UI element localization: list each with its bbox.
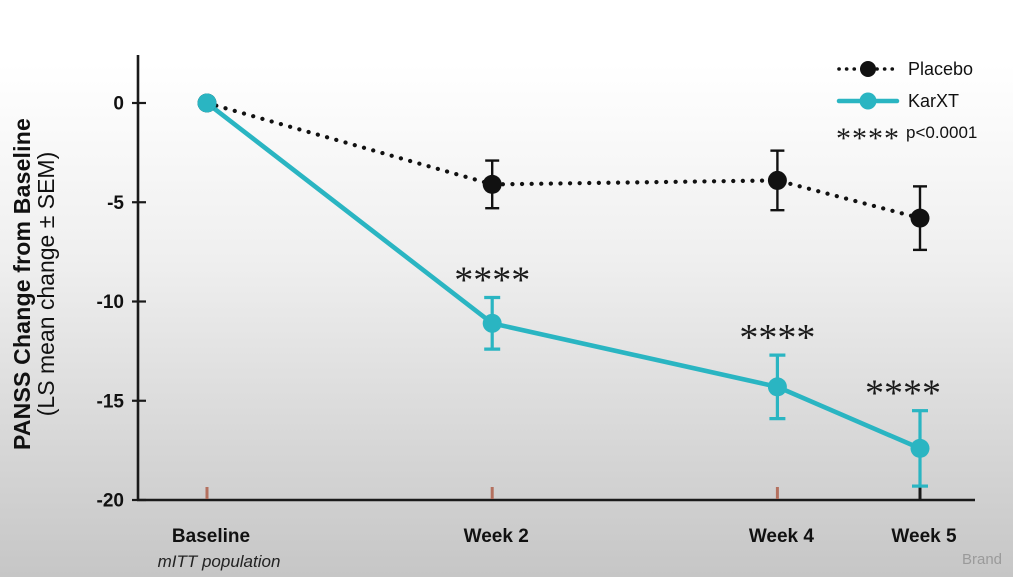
- significance-asterisks-icon: ****: [836, 122, 900, 155]
- x-tick-label: Week 4: [749, 526, 815, 547]
- karxt-data-point: [197, 93, 217, 113]
- x-tick-label: Week 5: [891, 526, 957, 547]
- placebo-data-point: [910, 208, 930, 228]
- placebo-line-marker-icon: [837, 61, 899, 77]
- watermark: Brand: [962, 551, 1003, 568]
- y-tick-label: -15: [97, 391, 125, 412]
- legend: Placebo KarXT **** p<0.0001: [836, 56, 978, 156]
- placebo-data-point: [767, 170, 787, 190]
- placebo-line: [204, 100, 923, 221]
- legend-label-karxt: KarXT: [908, 90, 960, 111]
- y-tick-label: -5: [107, 193, 124, 214]
- y-axis-title-line1: PANSS Change from Baseline: [9, 118, 35, 450]
- legend-label-placebo: Placebo: [908, 58, 974, 79]
- karxt-data-point: [910, 438, 930, 458]
- y-axis-title-line2: (LS mean change ± SEM): [33, 151, 60, 417]
- legend-item-placebo: Placebo: [836, 56, 977, 82]
- footnote-mitt-population: mITT population: [158, 552, 281, 571]
- y-tick-label: 0: [113, 94, 124, 115]
- karxt-line-marker-icon: [836, 92, 900, 110]
- x-tick-label: Week 2: [464, 526, 529, 547]
- karxt-data-point: [767, 377, 787, 397]
- x-tick-label: Baseline: [172, 526, 250, 547]
- karxt-data-point: [482, 313, 502, 333]
- legend-item-karxt: KarXT: [836, 88, 977, 114]
- y-axis-title: PANSS Change from Baseline (LS mean chan…: [9, 52, 62, 516]
- placebo-data-point: [482, 174, 502, 194]
- karxt-line: [204, 100, 923, 451]
- significance-label: p<0.0001: [906, 123, 978, 142]
- legend-item-significance: **** p<0.0001: [836, 120, 978, 155]
- significance-asterisks: ****: [454, 260, 530, 302]
- significance-asterisks: ****: [865, 373, 941, 415]
- y-tick-label: -20: [97, 491, 124, 512]
- y-tick-label: -10: [97, 292, 124, 313]
- significance-asterisks: ****: [739, 317, 815, 359]
